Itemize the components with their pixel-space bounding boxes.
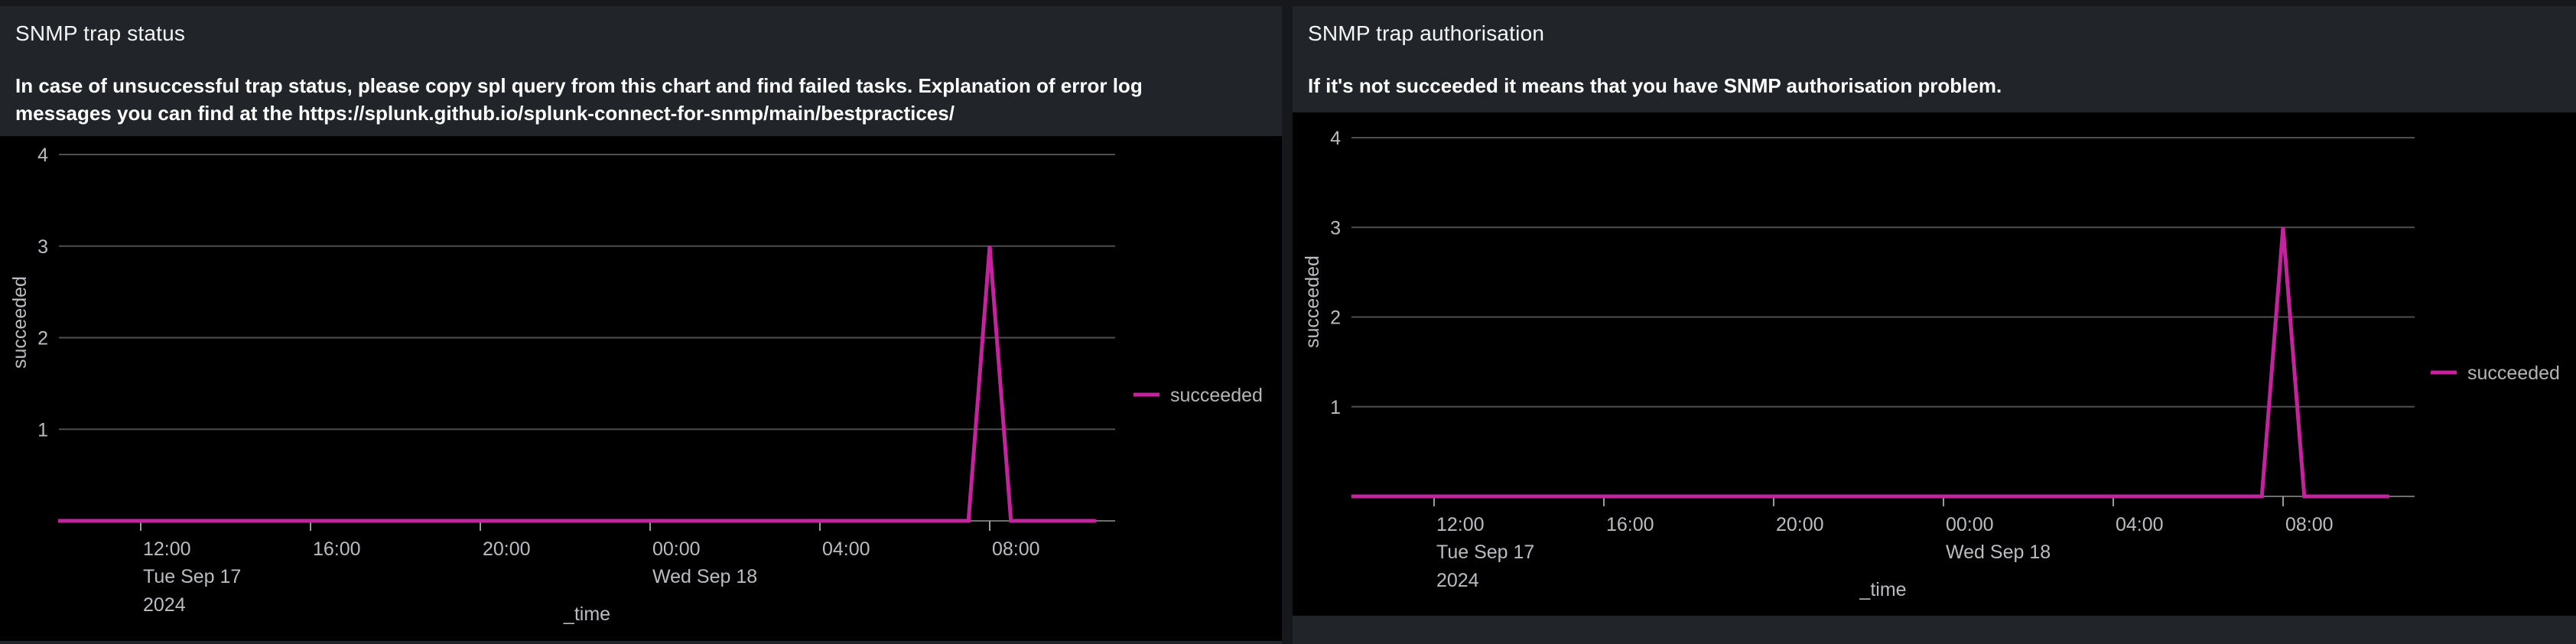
x-tick-label: 00:00 [1946, 514, 1994, 535]
y-axis-title: succeeded [1302, 255, 1323, 348]
y-tick-label: 3 [37, 236, 48, 258]
x-tick-sublabel: Wed Sep 18 [652, 566, 757, 587]
x-tick-label: 00:00 [652, 538, 701, 560]
x-tick-label: 16:00 [1606, 514, 1654, 535]
x-tick-label: 04:00 [822, 538, 870, 560]
y-tick-label: 3 [1330, 217, 1341, 239]
series-line-succeeded[interactable] [1351, 227, 2389, 499]
x-axis-title: _time [563, 603, 610, 625]
x-tick-label: 08:00 [2285, 514, 2334, 535]
y-tick-label: 2 [1330, 307, 1341, 329]
series-line-succeeded[interactable] [57, 246, 1096, 523]
x-tick-sublabel: Wed Sep 18 [1946, 542, 2051, 563]
y-tick-label: 1 [1330, 397, 1341, 418]
legend-label[interactable]: succeeded [2467, 363, 2560, 384]
x-tick-label: 12:00 [143, 538, 191, 560]
x-tick-label: 16:00 [313, 538, 361, 560]
x-axis-title: _time [1859, 579, 1906, 600]
x-tick-label: 12:00 [1436, 514, 1485, 535]
y-tick-label: 4 [37, 145, 48, 166]
line-chart-snmp-trap-authorisation[interactable]: 1 2 3 4 12:00 Tue Sep 17 2024 16:00 20:00 00:00 We… [1293, 112, 2576, 616]
y-tick-label: 4 [1330, 128, 1341, 149]
panel-title: SNMP trap status [15, 21, 186, 45]
y-axis-title: succeeded [9, 276, 31, 369]
x-tick-label: 08:00 [992, 538, 1040, 560]
line-chart-snmp-trap-status[interactable]: 1 2 3 4 12:00 Tue Sep 17 2024 16:00 20:00 00:00 We… [0, 136, 1282, 641]
x-tick-label: 20:00 [483, 538, 531, 560]
x-tick-sublabel: Tue Sep 17 [1436, 542, 1534, 563]
x-tick-label: 04:00 [2116, 514, 2164, 535]
panel-snmp-trap-status: SNMP trap status In case of unsuccessful… [0, 6, 1282, 644]
panel-description: If it's not succeeded it means that you … [1308, 74, 2002, 97]
panel-description: In case of unsuccessful trap status, ple… [15, 74, 1143, 125]
x-tick-sublabel: Tue Sep 17 [143, 566, 241, 587]
legend-label[interactable]: succeeded [1170, 385, 1263, 406]
y-tick-label: 1 [37, 419, 48, 441]
x-tick-sublabel: 2024 [1436, 570, 1479, 591]
panel-title: SNMP trap authorisation [1308, 21, 1545, 45]
panel-snmp-trap-authorisation: SNMP trap authorisation If it's not succ… [1293, 6, 2576, 644]
x-tick-label: 20:00 [1776, 514, 1824, 535]
y-tick-label: 2 [37, 328, 48, 350]
x-tick-sublabel: 2024 [143, 594, 186, 616]
